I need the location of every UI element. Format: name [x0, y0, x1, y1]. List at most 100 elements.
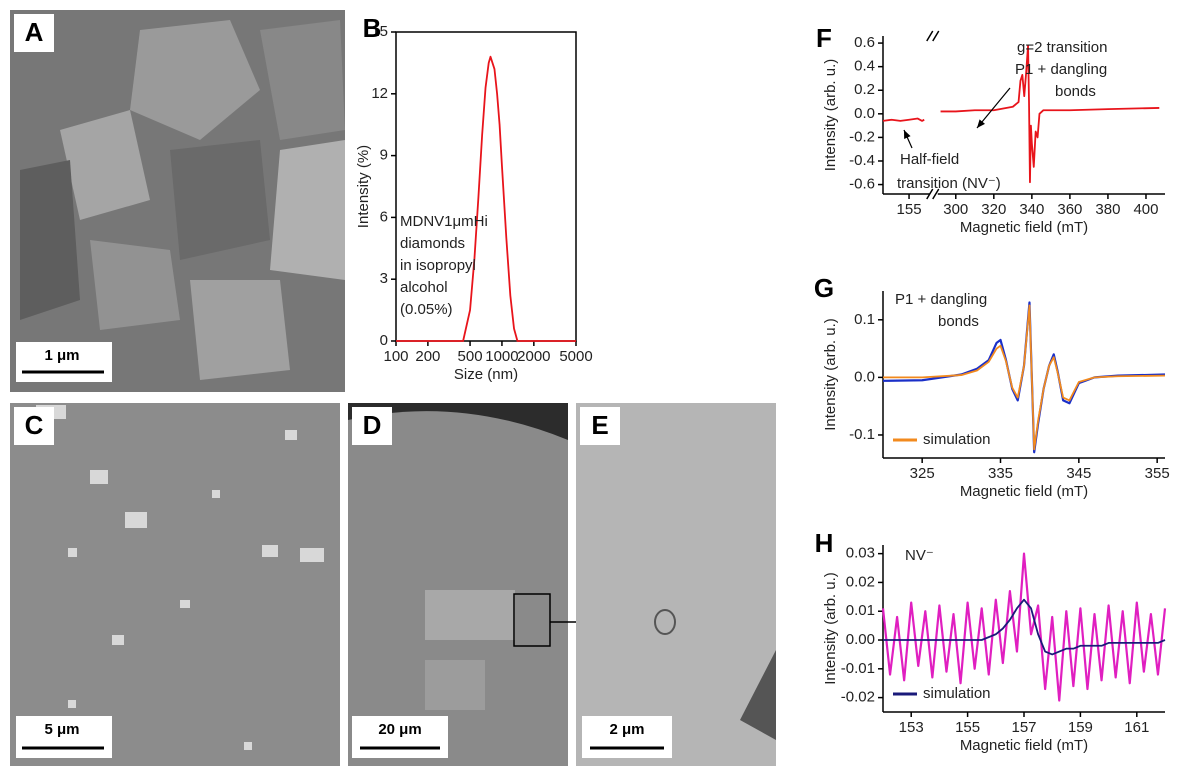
y-axis-label: Intensity (arb. u.)	[822, 572, 839, 685]
optical-image-e: E 2 μm	[576, 403, 776, 766]
y-tick-label: 0.4	[854, 58, 875, 75]
panel-label: B	[363, 13, 382, 43]
x-axis-label: Magnetic field (mT)	[960, 219, 1088, 236]
x-tick-label: 159	[1068, 719, 1093, 736]
panel-label: E	[591, 410, 608, 440]
panel-label: H	[815, 528, 834, 558]
y-tick-label: 0.00	[846, 631, 875, 648]
panel-label: F	[816, 23, 832, 53]
scale-box	[16, 716, 112, 758]
annotation: NV⁻	[905, 547, 934, 564]
particle	[654, 609, 676, 635]
annotation: Half-field	[900, 151, 959, 168]
debris	[740, 650, 776, 740]
panel-label: D	[363, 410, 382, 440]
annotation: g=2 transition	[1017, 39, 1107, 56]
zoom-box	[513, 593, 551, 647]
y-axis-label: Intensity (arb. u.)	[822, 59, 839, 172]
particle	[90, 470, 108, 484]
particle	[180, 600, 190, 608]
x-tick-label: 100	[383, 348, 408, 365]
scale-bar-label: 20 μm	[378, 721, 421, 738]
y-tick-label: -0.01	[841, 660, 875, 677]
image-bg	[576, 403, 776, 766]
series-line	[882, 44, 1160, 184]
grain	[170, 140, 270, 260]
series-line	[881, 552, 1167, 702]
y-tick-label: 0.01	[846, 602, 875, 619]
particle	[68, 700, 76, 708]
series-line	[883, 598, 1166, 656]
arrow-head	[977, 119, 985, 128]
scale-box	[16, 342, 112, 382]
panel-label: A	[25, 17, 44, 47]
x-tick-label: 155	[897, 201, 922, 218]
x-axis-label: Magnetic field (mT)	[960, 737, 1088, 754]
grain	[270, 140, 345, 280]
x-tick-label: 380	[1095, 201, 1120, 218]
scale-bar-label: 2 μm	[609, 721, 644, 738]
grain	[130, 20, 260, 140]
y-tick-label: 15	[371, 23, 388, 40]
axis-break	[926, 30, 934, 42]
x-tick-label: 155	[955, 719, 980, 736]
label-box	[580, 407, 620, 445]
grain	[20, 160, 80, 320]
annotation: in isopropyl	[400, 257, 476, 274]
annotation: bonds	[1055, 83, 1096, 100]
scale-box	[352, 716, 448, 758]
particle	[300, 548, 324, 562]
scale-bar-label: 5 μm	[44, 721, 79, 738]
axis-break	[932, 188, 940, 200]
annotation: bonds	[938, 313, 979, 330]
y-axis-label: Intensity (arb. u.)	[822, 318, 839, 431]
y-tick-label: 0.2	[854, 81, 875, 98]
y-tick-label: 0.6	[854, 34, 875, 51]
axis-break	[926, 188, 934, 200]
annotation: alcohol	[400, 279, 448, 296]
droplet	[348, 411, 568, 766]
x-tick-label: 345	[1066, 465, 1091, 482]
y-tick-label: -0.2	[849, 128, 875, 145]
annotation: transition (NV⁻)	[897, 175, 1001, 192]
y-tick-label: 12	[371, 85, 388, 102]
x-tick-label: 360	[1057, 201, 1082, 218]
y-tick-label: -0.02	[841, 689, 875, 706]
x-axis-label: Magnetic field (mT)	[960, 483, 1088, 500]
axis-break	[932, 30, 940, 42]
x-axis-label: Size (nm)	[454, 366, 518, 383]
y-tick-label: -0.1	[849, 426, 875, 443]
annotation: diamonds	[400, 235, 465, 252]
x-tick-label: 335	[988, 465, 1013, 482]
x-tick-label: 300	[943, 201, 968, 218]
x-tick-label: 320	[981, 201, 1006, 218]
particle	[285, 430, 297, 440]
y-tick-label: 0.1	[854, 311, 875, 328]
y-tick-label: -0.4	[849, 152, 875, 169]
legend-label: simulation	[923, 685, 991, 702]
y-tick-label: 0.02	[846, 573, 875, 590]
patch	[425, 590, 515, 640]
legend-label: simulation	[923, 431, 991, 448]
x-tick-label: 2000	[517, 348, 550, 365]
label-box	[14, 14, 54, 52]
x-tick-label: 340	[1019, 201, 1044, 218]
annotation: P1 + dangling	[1015, 61, 1107, 78]
x-tick-label: 400	[1133, 201, 1158, 218]
scale-box	[582, 716, 672, 758]
particle	[125, 512, 147, 528]
label-box	[352, 407, 392, 445]
sem-image-a: A 1 μm	[10, 10, 345, 392]
annotation: P1 + dangling	[895, 291, 987, 308]
annotation: (0.05%)	[400, 301, 453, 318]
y-tick-label: 0.0	[854, 368, 875, 385]
grain	[60, 110, 150, 220]
x-tick-label: 1000	[485, 348, 518, 365]
panel-label: G	[814, 273, 834, 303]
y-tick-label: 0.0	[854, 105, 875, 122]
series-line	[883, 304, 1166, 451]
particle	[244, 742, 252, 750]
x-tick-label: 325	[910, 465, 935, 482]
